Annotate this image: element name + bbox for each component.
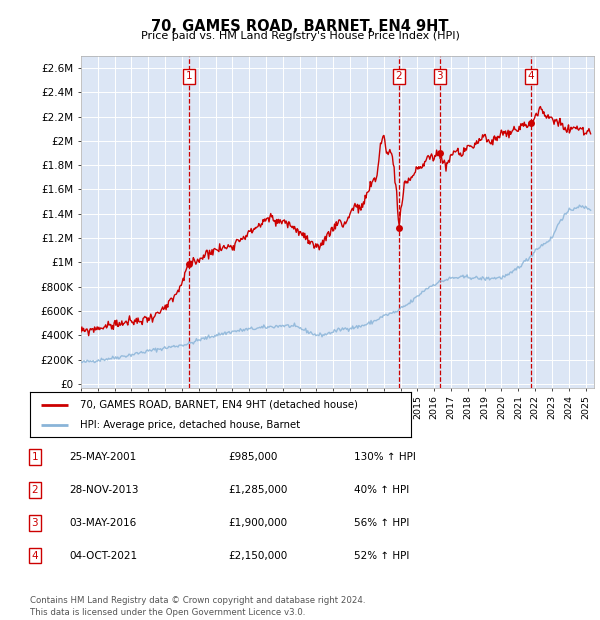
Text: 52% ↑ HPI: 52% ↑ HPI xyxy=(354,551,409,560)
Text: £2,150,000: £2,150,000 xyxy=(228,551,287,560)
Text: 70, GAMES ROAD, BARNET, EN4 9HT (detached house): 70, GAMES ROAD, BARNET, EN4 9HT (detache… xyxy=(80,399,358,410)
Text: £985,000: £985,000 xyxy=(228,452,277,462)
Text: 3: 3 xyxy=(31,518,38,528)
Text: 130% ↑ HPI: 130% ↑ HPI xyxy=(354,452,416,462)
Text: 04-OCT-2021: 04-OCT-2021 xyxy=(69,551,137,560)
Text: £1,285,000: £1,285,000 xyxy=(228,485,287,495)
Text: 2: 2 xyxy=(31,485,38,495)
Text: £1,900,000: £1,900,000 xyxy=(228,518,287,528)
Text: 56% ↑ HPI: 56% ↑ HPI xyxy=(354,518,409,528)
Text: 03-MAY-2016: 03-MAY-2016 xyxy=(69,518,136,528)
Text: HPI: Average price, detached house, Barnet: HPI: Average price, detached house, Barn… xyxy=(80,420,300,430)
Text: 70, GAMES ROAD, BARNET, EN4 9HT: 70, GAMES ROAD, BARNET, EN4 9HT xyxy=(151,19,449,33)
Text: 40% ↑ HPI: 40% ↑ HPI xyxy=(354,485,409,495)
Text: 4: 4 xyxy=(31,551,38,560)
Text: Price paid vs. HM Land Registry's House Price Index (HPI): Price paid vs. HM Land Registry's House … xyxy=(140,31,460,41)
Text: Contains HM Land Registry data © Crown copyright and database right 2024.
This d: Contains HM Land Registry data © Crown c… xyxy=(30,596,365,617)
Text: 1: 1 xyxy=(31,452,38,462)
Text: 1: 1 xyxy=(185,71,192,81)
Text: 28-NOV-2013: 28-NOV-2013 xyxy=(69,485,139,495)
Text: 2: 2 xyxy=(395,71,402,81)
Text: 4: 4 xyxy=(527,71,534,81)
Text: 25-MAY-2001: 25-MAY-2001 xyxy=(69,452,136,462)
Text: 3: 3 xyxy=(437,71,443,81)
